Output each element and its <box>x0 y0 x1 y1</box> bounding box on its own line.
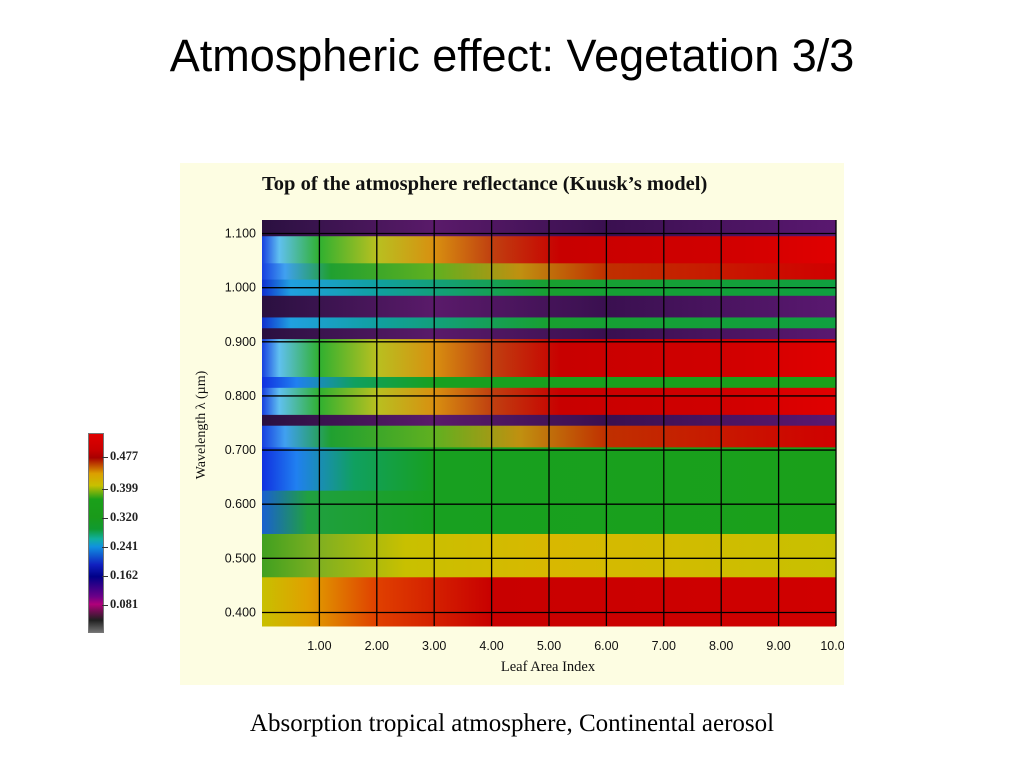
y-tick-label: 1.100 <box>225 227 256 241</box>
colorbar-tick <box>102 457 108 458</box>
colorbar-label: 0.241 <box>110 539 139 553</box>
figure-panel: Top of the atmosphere reflectance (Kuusk… <box>180 163 844 685</box>
colorbar-tick <box>102 605 108 606</box>
colorbar-label: 0.162 <box>110 568 139 582</box>
heatmap-plot: 1.00 2.00 3.00 4.00 5.00 6.00 7.00 8.00 9.00 10.0… <box>225 220 844 653</box>
x-tick-label: 3.00 <box>422 639 446 653</box>
x-tick-label: 7.00 <box>652 639 676 653</box>
slide-caption: Absorption tropical atmosphere, Continen… <box>249 710 775 737</box>
y-tick-label: 0.500 <box>225 551 256 565</box>
y-tick-label: 0.900 <box>225 335 256 349</box>
x-tick-labels: 1.00 2.00 3.00 4.00 5.00 6.00 7.00 8.00 9.00 10.0… <box>307 639 844 653</box>
colorbar-tick <box>102 518 108 519</box>
y-tick-label: 0.400 <box>225 605 256 619</box>
grid-lines <box>262 220 837 626</box>
colorbar-label: 0.081 <box>110 597 139 611</box>
colorbar-label: 0.320 <box>110 510 139 524</box>
colorbar-legend: 0.477 0.399 0.320 0.241 0.162 0.081 <box>88 433 158 635</box>
slide-title: Atmospheric effect: Vegetation 3/3 <box>169 30 855 81</box>
x-axis-label: Leaf Area Index <box>500 659 596 675</box>
y-tick-label: 0.800 <box>225 389 256 403</box>
x-tick-label: 4.00 <box>479 639 503 653</box>
x-tick-label: 1.00 <box>307 639 331 653</box>
colorbar-strip <box>88 433 104 633</box>
x-tick-label: 6.00 <box>594 639 618 653</box>
y-tick-label: 1.000 <box>225 281 256 295</box>
chart-title: Top of the atmosphere reflectance (Kuusk… <box>262 173 708 195</box>
x-tick-label: 10.00 <box>820 639 844 653</box>
y-tick-labels: 0.400 0.500 0.600 0.700 0.800 0.900 1.000 1.100 <box>225 227 256 620</box>
x-tick-label: 5.00 <box>537 639 561 653</box>
y-tick-label: 0.700 <box>225 443 256 457</box>
colorbar-tick <box>102 547 108 548</box>
x-tick-label: 9.00 <box>766 639 790 653</box>
x-tick-label: 2.00 <box>365 639 389 653</box>
colorbar-tick <box>102 576 108 577</box>
x-tick-label: 8.00 <box>709 639 733 653</box>
y-tick-label: 0.600 <box>225 497 256 511</box>
colorbar-label: 0.477 <box>110 449 139 463</box>
colorbar-label: 0.399 <box>110 481 139 495</box>
colorbar-tick <box>102 489 108 490</box>
